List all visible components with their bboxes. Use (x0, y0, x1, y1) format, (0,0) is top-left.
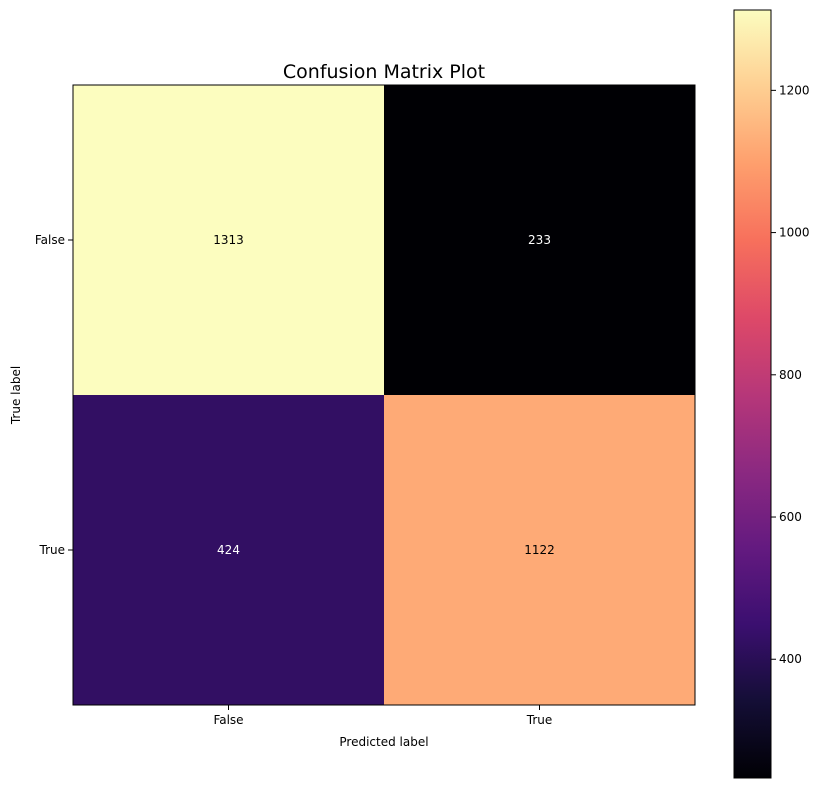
matrix-cell (384, 395, 696, 706)
y-axis-ticks: False True (35, 233, 73, 557)
cell-value-label: 233 (528, 233, 551, 247)
colorbar-tick-label: 400 (779, 652, 802, 666)
y-axis-label: True label (9, 366, 23, 425)
matrix-cell-labels: 1313 233 424 1122 (213, 233, 555, 557)
matrix-cell (73, 85, 385, 396)
y-tick-label: False (35, 233, 65, 247)
colorbar-tick-label: 800 (779, 368, 802, 382)
cell-value-label: 1122 (524, 543, 555, 557)
x-tick-label: False (213, 713, 243, 727)
colorbar-ticks: 400 600 800 1000 1200 (771, 83, 810, 666)
colorbar (734, 10, 771, 778)
matrix-cell (73, 395, 385, 706)
matrix-cell (384, 85, 696, 396)
chart-title: Confusion Matrix Plot (283, 61, 485, 83)
y-tick-label: True (39, 543, 66, 557)
colorbar-tick-label: 600 (779, 510, 802, 524)
x-axis-label: Predicted label (339, 735, 428, 749)
cell-value-label: 1313 (213, 233, 244, 247)
x-axis-ticks: False True (213, 705, 552, 727)
colorbar-tick-label: 1200 (779, 83, 810, 97)
colorbar-tick-label: 1000 (779, 226, 810, 240)
colorbar-frame (733, 9, 772, 779)
plot-frame (72, 84, 696, 706)
x-tick-label: True (526, 713, 553, 727)
cell-value-label: 424 (217, 543, 240, 557)
matrix-cells (73, 85, 696, 706)
